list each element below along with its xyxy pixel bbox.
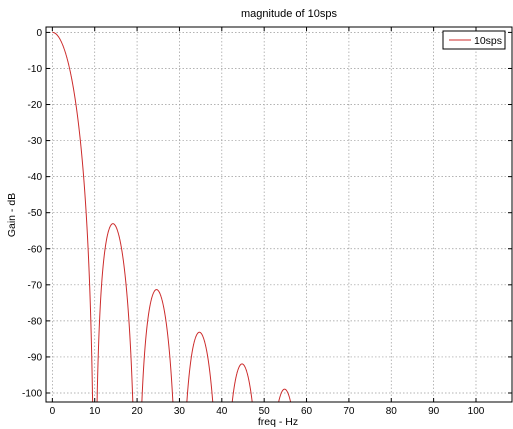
y-tick-labels: 0 -10 -20 -30 -40 -50 -60 -70 -80 -90 -100 <box>22 28 42 400</box>
y-tick-label: -60 <box>28 244 43 255</box>
x-tick-label: 50 <box>259 406 271 417</box>
x-axis-label: freq - Hz <box>258 416 298 428</box>
legend: 10sps <box>442 30 506 50</box>
y-tick-label: -20 <box>28 100 43 111</box>
x-tick-label: 60 <box>301 406 313 417</box>
y-tick-label: 0 <box>36 28 42 39</box>
x-tick-label: 30 <box>174 406 186 417</box>
x-tick-label: 90 <box>428 406 440 417</box>
y-tick-label: -70 <box>28 280 43 291</box>
x-tick-label: 80 <box>386 406 398 417</box>
y-tick-label: -90 <box>28 352 43 363</box>
y-gridlines <box>46 32 512 394</box>
x-tick-labels: 0 10 20 30 40 50 60 70 80 90 100 <box>50 406 485 417</box>
x-tick-label: 0 <box>50 406 56 417</box>
y-tick-label: -100 <box>22 388 42 399</box>
y-axis-label: Gain - dB <box>6 193 18 237</box>
chart-title: magnitude of 10sps <box>241 8 338 20</box>
legend-label-10sps: 10sps <box>474 35 502 47</box>
x-gridlines <box>52 27 477 402</box>
x-tick-label: 70 <box>343 406 355 417</box>
x-tick-label: 40 <box>216 406 228 417</box>
y-tick-label: -30 <box>28 136 43 147</box>
legend-box <box>442 30 506 50</box>
y-tick-label: -80 <box>28 316 43 327</box>
x-tick-label: 10 <box>89 406 101 417</box>
series-line-10sps <box>51 31 513 403</box>
y-tick-label: -40 <box>28 172 43 183</box>
x-tick-label: 20 <box>132 406 144 417</box>
y-tick-label: -10 <box>28 64 43 75</box>
axis-ticks <box>46 27 512 402</box>
x-tick-label: 100 <box>468 406 485 417</box>
y-tick-label: -50 <box>28 208 43 219</box>
plot-area-frame <box>45 26 513 403</box>
